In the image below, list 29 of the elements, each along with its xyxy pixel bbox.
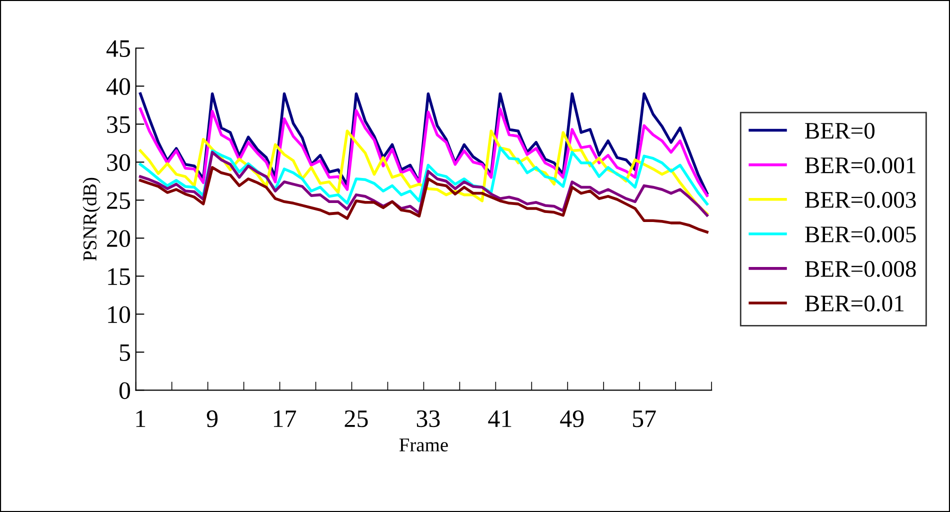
y-tick-label: 25 [107,192,130,210]
x-tick-label: 33 [416,410,440,428]
legend-label: BER=0.001 [805,157,916,174]
y-axis-title: PSNR(dB) [82,178,100,261]
y-tick-label: 15 [108,268,130,286]
line-series [138,166,708,234]
x-tick-label: 1 [136,410,146,427]
x-tick-label: 17 [274,410,296,427]
y-tick-label: 5 [120,344,130,362]
x-axis-title: Frame [399,438,448,452]
y-tick-label: 10 [108,306,130,324]
legend-label: BER=0.008 [805,261,916,278]
y-tick-label: 30 [107,154,130,172]
legend-label: BER=0 [805,122,875,139]
legend-label: BER=0.003 [805,192,916,208]
y-tick-label: 35 [107,116,130,134]
x-tick-label: 9 [206,410,218,428]
line-series [138,150,708,217]
x-tick-label: 41 [488,410,512,427]
y-tick-label: 20 [107,230,130,248]
legend-label: BER=0.01 [805,296,904,312]
y-tick-label: 40 [106,78,130,96]
x-tick-label: 25 [344,410,368,428]
legend-label: BER=0.005 [805,226,916,242]
line-series [138,108,708,197]
y-tick-label: 0 [119,382,130,400]
x-tick-label: 49 [560,410,584,428]
y-tick-label: 45 [106,40,130,58]
x-tick-label: 57 [633,410,656,428]
